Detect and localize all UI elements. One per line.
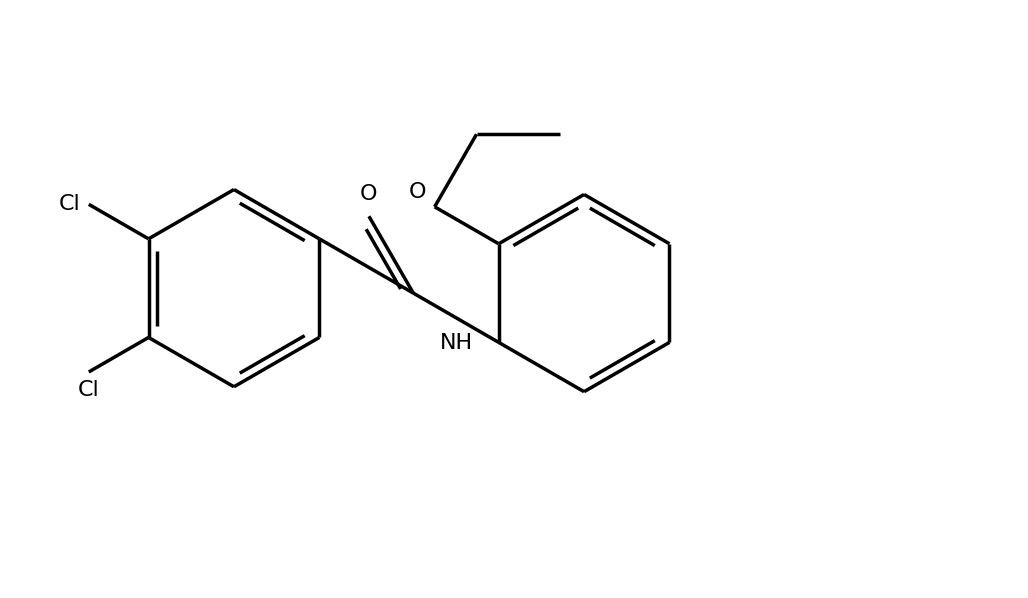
Text: O: O xyxy=(360,184,377,205)
Text: Cl: Cl xyxy=(60,194,81,214)
Text: Cl: Cl xyxy=(78,380,100,400)
Text: NH: NH xyxy=(439,332,473,353)
Text: O: O xyxy=(409,182,427,202)
